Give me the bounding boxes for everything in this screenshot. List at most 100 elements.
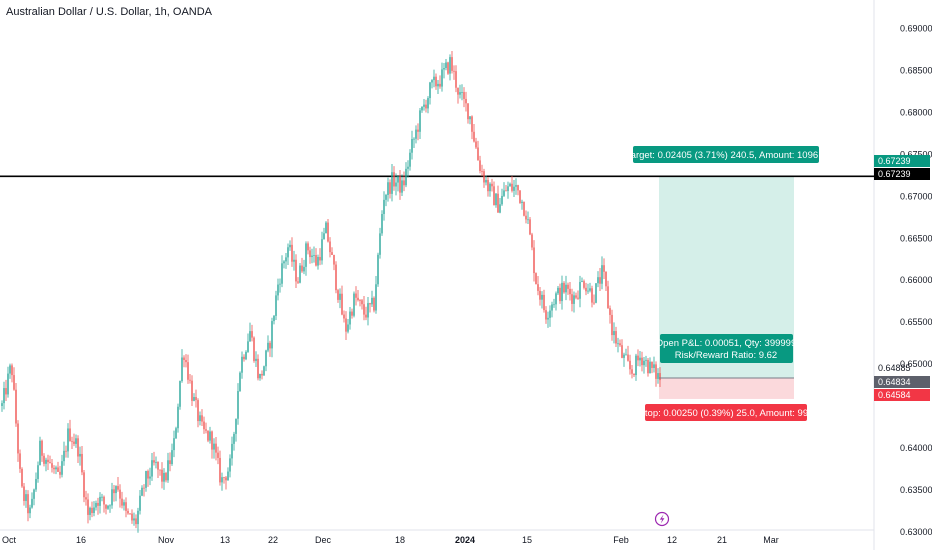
time-tick-label: 15 [522, 535, 532, 545]
candle-body [311, 255, 313, 258]
candle-body [281, 263, 283, 284]
candle-body [583, 281, 585, 288]
candles [1, 51, 661, 533]
price-tick-label: 0.63000 [900, 527, 932, 537]
candle-body [279, 283, 281, 285]
candle-body [201, 415, 203, 422]
candle-body [411, 138, 413, 153]
lightning-icon[interactable] [654, 511, 670, 527]
candle-body [645, 359, 647, 361]
candle-body [465, 98, 467, 104]
candle-body [421, 106, 423, 111]
candle-body [219, 457, 221, 483]
candle-body [343, 314, 345, 319]
candle-body [203, 421, 205, 430]
candle-body [383, 199, 385, 215]
candle-body [505, 190, 507, 192]
candle-body [545, 310, 547, 320]
candle-body [37, 465, 39, 479]
candle-body [131, 513, 133, 521]
candle-body [567, 284, 569, 289]
candle-body [225, 477, 227, 481]
candle-body [533, 247, 535, 274]
candle-body [601, 265, 603, 284]
target-price-badge: 0.67239 [874, 155, 930, 167]
candle-body [463, 92, 465, 99]
stop-label[interactable]: Stop: 0.00250 (0.39%) 25.0, Amount: 990 [639, 404, 814, 421]
candle-body [357, 297, 359, 301]
candle-body [577, 297, 579, 299]
candle-body [65, 450, 67, 452]
candle-body [107, 505, 109, 509]
candle-body [365, 314, 367, 318]
candle-body [255, 358, 257, 361]
candle-body [307, 243, 309, 251]
candle-body [627, 354, 629, 361]
candle-body [171, 450, 173, 465]
candle-body [245, 351, 247, 360]
candle-body [273, 315, 275, 322]
candle-body [409, 152, 411, 167]
candle-body [467, 103, 469, 120]
pnl-label[interactable]: Open P&L: 0.00051, Qty: 399999 Risk/Rewa… [656, 334, 797, 363]
candle-body [243, 356, 245, 360]
candle-body [49, 462, 51, 464]
candle-body [239, 372, 241, 392]
candle-body [633, 373, 635, 376]
candle-body [241, 356, 243, 373]
candle-body [235, 418, 237, 434]
price-axis[interactable]: 0.69000 0.68500 0.68000 0.67500 0.67000 0.665… [900, 24, 932, 537]
candle-body [337, 290, 339, 300]
candle-body [195, 397, 197, 401]
candle-body [159, 469, 161, 471]
candle-body [655, 364, 657, 379]
candle-body [249, 331, 251, 342]
candle-body [165, 472, 167, 481]
target-label[interactable]: Target: 0.02405 (3.71%) 240.5, Amount: 1… [626, 146, 826, 163]
candle-body [653, 364, 655, 368]
candle-body [609, 308, 611, 315]
candle-body [263, 366, 265, 376]
candle-body [461, 92, 463, 93]
candle-body [125, 502, 127, 511]
current-price-text: 0.64834 [878, 377, 911, 387]
candle-body [59, 471, 61, 475]
candle-body [389, 182, 391, 194]
candle-body [181, 357, 183, 382]
candle-body [565, 284, 567, 293]
candle-body [457, 87, 459, 95]
candle-body [637, 355, 639, 361]
candle-body [359, 300, 361, 301]
time-axis[interactable]: Oct 16 Nov 13 22 Dec 18 2024 15 Feb 12 21 Mar [2, 535, 779, 545]
candle-body [191, 380, 193, 401]
candle-body [57, 467, 59, 472]
candle-body [469, 116, 471, 120]
time-tick-label: 22 [268, 535, 278, 545]
candle-body [441, 69, 443, 87]
candle-body [651, 361, 653, 368]
candle-body [539, 290, 541, 300]
candle-body [21, 468, 23, 487]
candle-body [477, 147, 479, 161]
candle-body [371, 297, 373, 305]
candle-body [499, 204, 501, 213]
candle-body [547, 317, 549, 320]
candle-body [179, 381, 181, 407]
stop-zone[interactable] [659, 377, 794, 399]
candle-body [119, 489, 121, 499]
candle-body [51, 463, 53, 468]
candle-body [553, 304, 555, 306]
candle-body [17, 423, 19, 454]
candle-body [571, 294, 573, 304]
candle-body [541, 294, 543, 300]
candle-body [39, 440, 41, 466]
price-tick-label: 0.67500 [900, 149, 932, 159]
candle-body [199, 415, 201, 422]
candle-body [585, 287, 587, 292]
candle-body [223, 477, 225, 479]
candle-body [87, 499, 89, 515]
candle-body [345, 318, 347, 332]
candle-body [559, 287, 561, 302]
candle-body [291, 244, 293, 262]
